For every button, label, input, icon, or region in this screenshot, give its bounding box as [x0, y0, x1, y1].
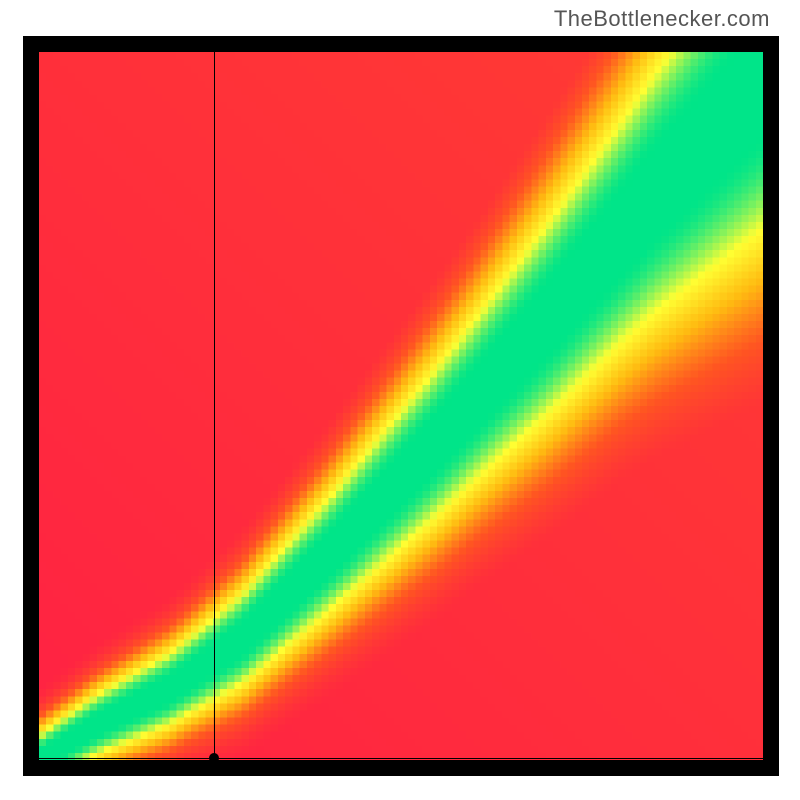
heatmap-area [39, 52, 763, 760]
watermark-text: TheBottlenecker.com [554, 6, 770, 32]
heatmap-canvas [39, 52, 763, 760]
chart-container: TheBottlenecker.com [0, 0, 800, 800]
crosshair-marker-icon [209, 753, 219, 763]
plot-border [23, 36, 779, 776]
crosshair-horizontal [39, 758, 763, 759]
crosshair-vertical [214, 52, 215, 760]
